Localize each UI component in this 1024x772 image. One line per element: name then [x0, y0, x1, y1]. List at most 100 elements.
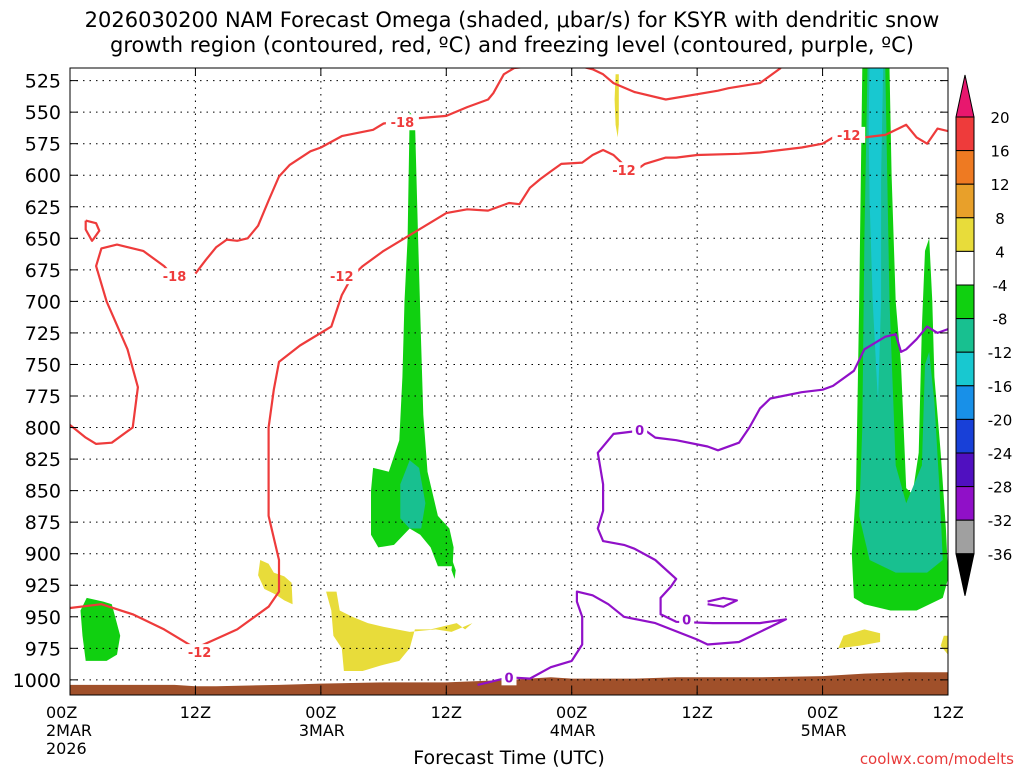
y-tick-label-1: 550: [25, 102, 61, 124]
contour-label-bg-6: [183, 644, 217, 661]
chart-title-line-1: 2026030200 NAM Forecast Omega (shaded, μ…: [85, 8, 940, 32]
x-tick-label-5-0: 12Z: [681, 703, 712, 722]
y-tick-label-14: 875: [25, 512, 61, 534]
omega-region-0: [371, 112, 454, 567]
omega-region-1: [400, 460, 426, 529]
y-tick-label-4: 625: [25, 197, 61, 219]
contour-label-12: 0: [635, 424, 644, 439]
contour-label-bg-1: [385, 114, 419, 131]
x-tick-label-6-1: 5MAR: [801, 721, 847, 740]
y-tick-label-19: 1000: [13, 670, 61, 692]
y-tick-label-9: 750: [25, 354, 61, 376]
contour-3: [70, 243, 176, 445]
colorbar-bin-0: [955, 116, 975, 152]
colorbar-label-5: -4: [993, 277, 1008, 295]
omega-shading: [80, 68, 948, 671]
contour-lines: [70, 68, 948, 686]
colorbar-label-3: 8: [995, 210, 1005, 228]
colorbar-label-1: 16: [990, 143, 1009, 161]
y-tick-label-5: 650: [25, 228, 61, 250]
contour-labels: -18 -18 -12 -12 -12 -12 0 0 0: [158, 114, 866, 686]
colorbar-bin-12: [955, 519, 975, 555]
y-tick-label-0: 525: [25, 71, 61, 93]
x-tick-label-3-0: 12Z: [431, 703, 462, 722]
contour-11: [707, 596, 739, 608]
omega-region-9: [838, 629, 881, 649]
colorbar-label-13: -36: [988, 546, 1013, 564]
contour-label-bg-7: [325, 268, 359, 285]
colorbar-label-11: -28: [988, 479, 1013, 497]
omega-region-5: [868, 68, 884, 403]
contour-label-bg-8: [607, 162, 641, 179]
contour-label-bg-2: [158, 268, 192, 285]
y-tick-label-16: 925: [25, 575, 61, 597]
contour-label-bg-14: [501, 669, 517, 686]
colorbar-bin-7: [955, 351, 975, 387]
contour-10: [477, 325, 948, 686]
omega-region-10: [940, 635, 948, 655]
omega-region-8: [614, 74, 619, 138]
colorbar-bin-11: [955, 486, 975, 521]
colorbar-label-0: 20: [990, 109, 1009, 127]
colorbar-bin-3: [955, 217, 975, 252]
colorbar-bin-4: [955, 250, 975, 286]
y-tick-label-11: 800: [25, 418, 61, 440]
colorbar-label-9: -20: [988, 411, 1013, 429]
colorbar-label-7: -12: [988, 344, 1013, 362]
x-tick-label-4-0: 00Z: [556, 703, 587, 722]
contour-label-8: -12: [612, 164, 636, 179]
colorbar-bin-1: [955, 150, 975, 185]
colorbar-label-12: -32: [988, 512, 1013, 530]
y-tick-label-13: 850: [25, 481, 61, 503]
y-tick-label-15: 900: [25, 544, 61, 566]
colorbar-label-10: -24: [988, 445, 1013, 463]
contour-4: [84, 219, 101, 242]
x-tick-label-0-1: 2MAR: [46, 721, 92, 740]
contour-0: [194, 68, 782, 275]
x-tick-label-4-1: 4MAR: [550, 721, 596, 740]
omega-region-2: [451, 561, 456, 579]
y-tick-label-2: 575: [25, 134, 61, 156]
contour-label-bg-13: [679, 611, 695, 628]
contour-label-13: 0: [682, 613, 691, 628]
x-tick-label-0-2: 2026: [46, 739, 87, 758]
y-tick-label-17: 950: [25, 607, 61, 629]
contour-5: [70, 123, 948, 650]
colorbar-label-6: -8: [993, 311, 1008, 329]
y-axis: 525 550 575 600 625 650 675 700 725 750 775 800 825 8…: [13, 71, 948, 692]
contour-label-bg-12: [632, 422, 648, 439]
contour-label-14: 0: [504, 671, 513, 686]
colorbar-label-2: 12: [990, 176, 1009, 194]
x-tick-label-0-0: 00Z: [46, 703, 77, 722]
contour-label-7: -12: [330, 270, 354, 285]
y-tick-label-6: 675: [25, 260, 61, 282]
contour-label-bg-9: [832, 126, 866, 143]
contour-label-1: -18: [391, 116, 415, 131]
colorbar-label-8: -16: [988, 378, 1013, 396]
chart-title-line-2: growth region (contoured, red, ºC) and f…: [110, 33, 914, 57]
colorbar-bottom-arrow: [955, 553, 975, 596]
colorbar-bin-2: [955, 183, 975, 219]
y-tick-label-8: 725: [25, 323, 61, 345]
contour-label-9: -12: [837, 129, 861, 144]
y-tick-label-10: 775: [25, 386, 61, 408]
colorbar-bin-10: [955, 452, 975, 488]
contour-label-2: -18: [163, 270, 187, 285]
contour-label-6: -12: [188, 646, 212, 661]
colorbar-bin-6: [955, 318, 975, 353]
colorbar-bin-9: [955, 418, 975, 454]
plot-frame: [69, 67, 949, 696]
credit-text: coolwx.com/modelts: [860, 750, 1014, 768]
x-tick-label-6-0: 00Z: [807, 703, 838, 722]
y-tick-label-7: 700: [25, 291, 61, 313]
x-tick-label-2-0: 00Z: [305, 703, 336, 722]
x-tick-label-7-0: 12Z: [932, 703, 963, 722]
colorbar-label-4: 4: [995, 243, 1005, 261]
y-tick-label-12: 825: [25, 449, 61, 471]
colorbar-bin-5: [955, 284, 975, 320]
colorbar: 20 16 12 8 4 -4 -8 -12 -16 -20 -24 -28 -32 -36: [955, 74, 1013, 596]
x-tick-label-1-0: 12Z: [180, 703, 211, 722]
